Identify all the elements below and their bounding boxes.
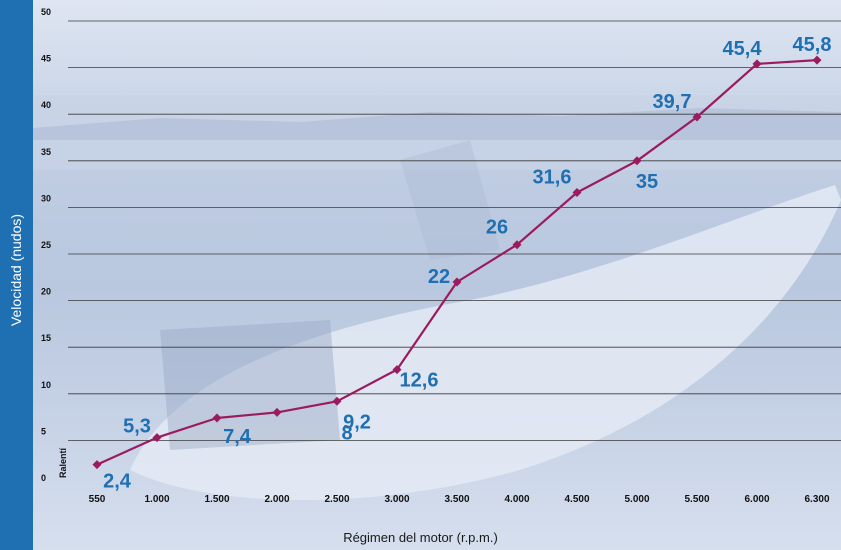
x-tick-label: 3.500 bbox=[444, 494, 469, 505]
data-point-marker bbox=[572, 188, 582, 197]
x-tick-label: 3.000 bbox=[384, 494, 409, 505]
data-value-label: 8 bbox=[341, 422, 352, 444]
data-point-marker bbox=[452, 277, 462, 287]
y-tick-label: 50 bbox=[41, 7, 51, 17]
x-tick-label: 1.000 bbox=[144, 494, 169, 505]
data-point-marker bbox=[752, 59, 762, 69]
data-value-label: 45,4 bbox=[723, 38, 763, 60]
data-value-label: 39,7 bbox=[653, 91, 692, 113]
data-point-marker bbox=[812, 55, 822, 65]
data-point-marker bbox=[692, 112, 702, 122]
x-tick-labels: 550 1.000 1.500 2.000 2.500 3.000 3.500 4.000 4.… bbox=[89, 494, 830, 505]
data-point-marker bbox=[272, 407, 282, 417]
y-tick-label: 15 bbox=[41, 333, 51, 343]
y-tick-label: 5 bbox=[41, 426, 46, 436]
y-tick-label: 40 bbox=[41, 100, 51, 110]
x-tick-label: 1.500 bbox=[204, 494, 229, 505]
y-tick-labels: 0 5 10 15 20 25 30 35 40 45 50 bbox=[41, 7, 51, 483]
y-tick-label: 20 bbox=[41, 287, 51, 297]
data-value-label: 7,4 bbox=[223, 426, 252, 448]
data-point-marker bbox=[152, 433, 162, 443]
series-line bbox=[96, 59, 818, 466]
x-tick-label: 550 bbox=[89, 494, 106, 505]
x-tick-label: 4.000 bbox=[504, 494, 529, 505]
data-point-marker bbox=[392, 365, 402, 375]
gridlines bbox=[68, 20, 841, 441]
y-tick-label: 30 bbox=[41, 193, 51, 203]
data-value-label: 22 bbox=[428, 266, 450, 288]
data-value-label: 2,4 bbox=[103, 471, 132, 493]
data-value-label: 12,6 bbox=[400, 370, 439, 392]
ralenti-annotation: Ralentí bbox=[58, 447, 68, 479]
data-value-label: 35 bbox=[636, 171, 658, 193]
y-axis-band bbox=[0, 0, 33, 550]
data-value-label: 5,3 bbox=[123, 416, 151, 438]
y-tick-label: 0 bbox=[41, 473, 46, 483]
series-markers bbox=[92, 55, 822, 470]
series-polyline bbox=[96, 59, 818, 466]
data-value-label: 45,8 bbox=[793, 34, 832, 56]
data-value-label: 26 bbox=[486, 217, 508, 239]
x-tick-label: 5.500 bbox=[684, 494, 709, 505]
data-point-marker bbox=[512, 240, 522, 250]
x-axis-title: Régimen del motor (r.p.m.) bbox=[343, 530, 498, 545]
x-tick-label: 6.000 bbox=[744, 494, 769, 505]
x-tick-label: 6.300 bbox=[804, 494, 829, 505]
data-labels: 2,4 5,3 7,4 89,2 12,6 22 26 31,6 35 39,7 45,4 45,8 bbox=[103, 34, 831, 492]
y-tick-label: 35 bbox=[41, 147, 51, 157]
y-tick-label: 25 bbox=[41, 240, 51, 250]
x-tick-label: 2.500 bbox=[324, 494, 349, 505]
data-point-marker bbox=[332, 396, 342, 406]
x-tick-label: 5.000 bbox=[624, 494, 649, 505]
data-point-marker bbox=[92, 460, 102, 470]
y-tick-label: 45 bbox=[41, 54, 51, 64]
data-point-marker bbox=[632, 156, 642, 166]
x-tick-label: 2.000 bbox=[264, 494, 289, 505]
x-tick-label: 4.500 bbox=[564, 494, 589, 505]
data-value-label: 31,6 bbox=[533, 166, 572, 188]
data-point-marker bbox=[212, 413, 222, 423]
data-value-label: 9,2 bbox=[343, 411, 371, 433]
y-tick-label: 10 bbox=[41, 380, 51, 390]
